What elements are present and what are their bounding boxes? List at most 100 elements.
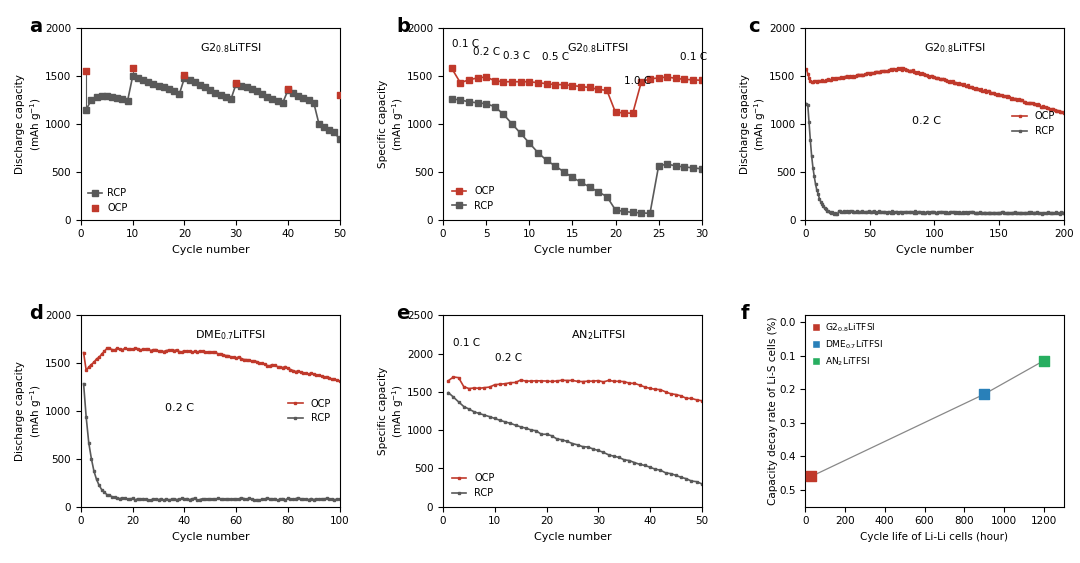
Point: [1036, 356, 1053, 365]
RCP: [106, 93, 119, 100]
RCP: [286, 90, 299, 97]
Line: RCP: RCP: [449, 96, 704, 216]
OCP: [675, 392, 688, 399]
OCP: [523, 78, 536, 85]
Text: 0.3 C: 0.3 C: [503, 51, 530, 61]
OCP: [575, 83, 588, 90]
RCP: [557, 168, 570, 175]
RCP: [571, 441, 584, 448]
RCP: [245, 86, 258, 93]
OCP: [483, 383, 496, 390]
RCP: [188, 78, 201, 85]
OCP: [670, 391, 683, 398]
OCP: [531, 79, 544, 86]
RCP: [90, 93, 103, 100]
RCP: [488, 415, 501, 422]
OCP: [649, 386, 662, 392]
OCP: [659, 388, 672, 395]
RCP: [136, 495, 149, 502]
Y-axis label: Specific capacity
(mAh g$^{-1}$): Specific capacity (mAh g$^{-1}$): [378, 80, 406, 168]
RCP: [592, 189, 605, 195]
RCP: [561, 438, 573, 445]
OCP: [566, 377, 579, 384]
RCP: [121, 97, 134, 104]
RCP: [618, 457, 631, 463]
OCP: [1045, 106, 1058, 113]
OCP: [77, 349, 90, 356]
OCP: [111, 345, 124, 352]
RCP: [1045, 210, 1058, 217]
RCP: [609, 207, 622, 213]
RCP: [800, 100, 813, 107]
OCP: [618, 109, 631, 116]
RCP: [473, 410, 486, 417]
RCP: [158, 84, 171, 91]
OCP: [848, 73, 861, 80]
RCP: [232, 495, 245, 502]
OCP: [457, 383, 470, 390]
Point: [802, 472, 820, 481]
RCP: [260, 93, 273, 100]
RCP: [1037, 210, 1050, 217]
RCP: [480, 100, 492, 107]
RCP: [210, 90, 222, 97]
OCP: [586, 378, 599, 385]
OCP: [566, 82, 579, 89]
RCP: [514, 423, 527, 430]
Text: e: e: [396, 304, 410, 323]
RCP: [234, 82, 247, 89]
RCP: [815, 201, 828, 208]
RCP: [333, 136, 346, 142]
OCP: [497, 78, 510, 85]
RCP: [633, 461, 646, 468]
RCP: [555, 436, 568, 443]
RCP: [116, 96, 129, 102]
OCP: [442, 377, 455, 384]
Text: 0.1 C: 0.1 C: [454, 338, 481, 348]
RCP: [687, 164, 700, 171]
Text: 0.2 C: 0.2 C: [165, 403, 193, 413]
RCP: [810, 186, 823, 193]
RCP: [193, 81, 206, 88]
Text: f: f: [741, 304, 750, 323]
RCP: [652, 163, 665, 169]
RCP: [623, 457, 636, 464]
Text: 0.2 C: 0.2 C: [913, 116, 942, 126]
OCP: [557, 81, 570, 88]
RCP: [540, 157, 553, 164]
RCP: [468, 408, 481, 415]
RCP: [230, 81, 243, 87]
RCP: [323, 126, 336, 133]
Text: c: c: [748, 17, 760, 35]
Y-axis label: Capacity decay rate of Li-S cells (%): Capacity decay rate of Li-S cells (%): [768, 317, 778, 505]
OCP: [612, 378, 625, 385]
Line: RCP: RCP: [82, 382, 341, 502]
RCP: [581, 444, 594, 450]
RCP: [696, 166, 708, 172]
RCP: [603, 452, 616, 458]
OCP: [212, 351, 225, 358]
RCP: [505, 120, 518, 127]
Text: 0.5 C: 0.5 C: [542, 52, 569, 62]
Y-axis label: Discharge capacity
(mAh g$^{-1}$): Discharge capacity (mAh g$^{-1}$): [740, 74, 768, 174]
Text: AN$_2$LiTFSI: AN$_2$LiTFSI: [570, 329, 625, 342]
OCP: [597, 378, 610, 385]
RCP: [635, 209, 648, 216]
RCP: [126, 73, 139, 79]
RCP: [445, 96, 458, 102]
RCP: [577, 443, 590, 450]
RCP: [685, 477, 698, 484]
OCP: [687, 77, 700, 83]
RCP: [525, 427, 538, 434]
OCP: [609, 109, 622, 116]
Legend: G2$_{0.8}$LiTFSI, DME$_{0.7}$LiTFSI, AN$_2$LiTFSI: G2$_{0.8}$LiTFSI, DME$_{0.7}$LiTFSI, AN$…: [810, 320, 885, 370]
RCP: [77, 380, 90, 387]
RCP: [675, 474, 688, 481]
Line: OCP: OCP: [449, 65, 704, 116]
OCP: [894, 64, 907, 71]
OCP: [519, 378, 532, 385]
RCP: [678, 163, 691, 170]
RCP: [453, 399, 465, 405]
X-axis label: Cycle number: Cycle number: [534, 532, 611, 542]
OCP: [478, 385, 491, 391]
